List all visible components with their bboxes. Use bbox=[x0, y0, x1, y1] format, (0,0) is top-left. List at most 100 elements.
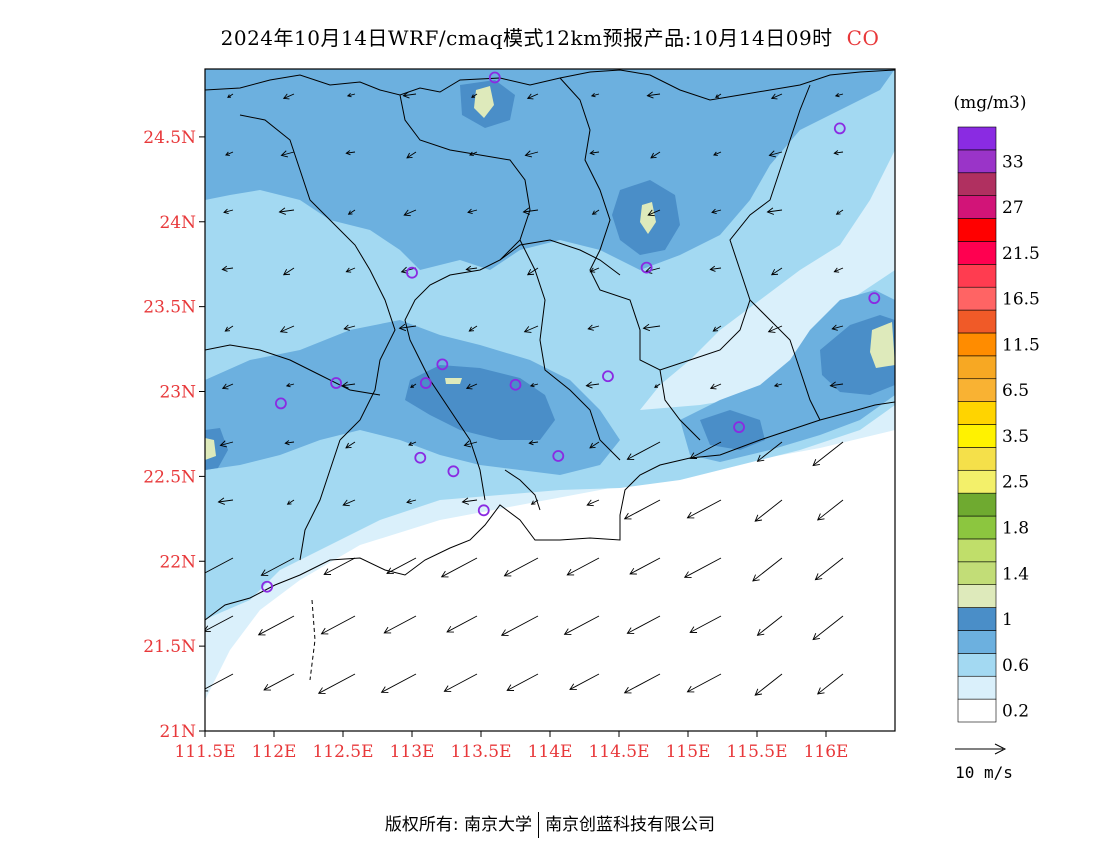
wind-arrow bbox=[469, 325, 478, 332]
wind-arrow bbox=[588, 325, 600, 330]
wind-arrow bbox=[280, 325, 295, 333]
wind-arrow-head bbox=[257, 628, 266, 636]
longitude-axis: 111.5E 112E 112.5E 113E 113.5E 114E 114.5E 115E… bbox=[174, 731, 848, 762]
wind-arrow-head bbox=[224, 326, 231, 332]
wind-reference: 10 m/s bbox=[955, 743, 1013, 782]
wind-arrow-head bbox=[713, 151, 718, 156]
city-border-9 bbox=[659, 369, 701, 441]
wind-arrow-head bbox=[221, 383, 229, 390]
wind-arrow bbox=[754, 673, 783, 696]
legend-label: 0.6 bbox=[1002, 656, 1029, 676]
wind-arrow-head bbox=[686, 511, 695, 519]
legend-label: 3.5 bbox=[1002, 427, 1029, 447]
monitoring-stations bbox=[261, 71, 881, 593]
wind-arrow-head bbox=[461, 497, 469, 505]
wind-arrow bbox=[774, 383, 783, 387]
wind-arrow bbox=[527, 93, 539, 99]
legend-swatch bbox=[957, 538, 997, 563]
legend-label: 6.5 bbox=[1002, 381, 1029, 401]
wind-arrow bbox=[815, 557, 844, 581]
wind-arrow-head bbox=[465, 383, 473, 390]
station-marker bbox=[868, 292, 881, 305]
city-border-10 bbox=[749, 299, 821, 421]
wind-arrow-head bbox=[342, 499, 350, 507]
wind-arrow-head bbox=[831, 324, 838, 331]
wind-arrow bbox=[523, 209, 539, 213]
wind-arrow-head bbox=[500, 629, 509, 636]
station-marker bbox=[477, 504, 490, 517]
wind-arrow bbox=[343, 499, 356, 506]
concentration-field bbox=[205, 69, 895, 731]
island-hainan-strait bbox=[309, 599, 316, 681]
wind-arrow bbox=[569, 673, 600, 690]
wind-arrow bbox=[817, 673, 844, 695]
lon-tick-label: 116E bbox=[804, 742, 849, 762]
wind-arrow bbox=[687, 499, 722, 519]
station-marker bbox=[274, 397, 287, 410]
wind-arrow bbox=[529, 441, 539, 444]
wind-arrow bbox=[586, 383, 600, 387]
wind-arrow bbox=[321, 615, 356, 635]
wind-arrow bbox=[222, 383, 234, 389]
wind-arrow-head bbox=[523, 326, 532, 333]
wind-arrow-head bbox=[406, 152, 413, 159]
city-border-8 bbox=[429, 379, 486, 501]
wind-arrow bbox=[441, 557, 478, 578]
wind-arrow bbox=[687, 673, 722, 693]
lat-tick-label: 22N bbox=[159, 552, 196, 572]
wind-arrow bbox=[386, 557, 417, 574]
wind-arrow-head bbox=[279, 326, 288, 333]
wind-arrow-head bbox=[406, 498, 412, 504]
wind-arrow bbox=[834, 151, 844, 154]
wind-arrow bbox=[771, 267, 783, 276]
wind-arrow bbox=[592, 209, 600, 215]
legend-swatch bbox=[957, 447, 997, 471]
legend-swatch bbox=[957, 195, 997, 219]
wind-arrow-head bbox=[530, 500, 536, 505]
wind-arrow bbox=[564, 615, 600, 635]
wind-arrow bbox=[223, 209, 234, 213]
wind-arrow-head bbox=[563, 628, 572, 635]
wind-arrow-head bbox=[589, 442, 596, 449]
lat-tick-label: 24N bbox=[159, 213, 196, 233]
lon-tick-label: 114E bbox=[528, 742, 573, 762]
wind-arrow bbox=[342, 383, 356, 387]
wind-arrow bbox=[501, 615, 539, 636]
wind-arrow-head bbox=[623, 512, 632, 520]
wind-arrow-head bbox=[503, 569, 512, 577]
wind-arrow bbox=[817, 499, 844, 521]
wind-arrow-head bbox=[569, 683, 577, 690]
wind-arrow bbox=[710, 267, 722, 270]
wind-arrow bbox=[767, 209, 783, 213]
legend-swatch bbox=[957, 630, 997, 654]
wind-arrow bbox=[689, 615, 722, 633]
wind-arrow-head bbox=[345, 442, 352, 449]
wind-arrow-head bbox=[816, 687, 825, 695]
wind-arrow bbox=[403, 93, 417, 97]
legend-label: 16.5 bbox=[1002, 290, 1040, 310]
station-marker bbox=[509, 378, 522, 391]
wind-arrow bbox=[406, 499, 417, 503]
wind-arrow bbox=[287, 499, 295, 505]
color-legend: 0.2 0.6 1 1.4 1.8 2.5 3.5 6.5 11.5 16.5 21.5 27 33 bbox=[957, 126, 1040, 723]
wind-arrow bbox=[689, 441, 722, 459]
wind-arrow-head bbox=[689, 626, 698, 633]
wind-arrow-head bbox=[347, 210, 353, 215]
wind-arrow-head bbox=[650, 152, 657, 159]
species-label: CO bbox=[846, 26, 880, 50]
wind-arrow bbox=[446, 615, 478, 633]
wind-arrow-head bbox=[443, 685, 452, 692]
wind-arrow bbox=[589, 441, 600, 449]
wind-arrow bbox=[471, 93, 478, 98]
station-marker bbox=[419, 377, 432, 389]
legend-label: 0.2 bbox=[1002, 702, 1029, 722]
wind-arrow-head bbox=[284, 440, 290, 446]
wind-arrow-head bbox=[589, 267, 596, 273]
wind-arrow bbox=[648, 209, 661, 216]
wind-arrow bbox=[286, 383, 295, 387]
wind-arrow-head bbox=[219, 440, 228, 448]
wind-arrow bbox=[771, 93, 783, 99]
wind-arrow-head bbox=[834, 92, 840, 98]
wind-arrow bbox=[404, 209, 417, 216]
station-marker bbox=[833, 122, 846, 135]
